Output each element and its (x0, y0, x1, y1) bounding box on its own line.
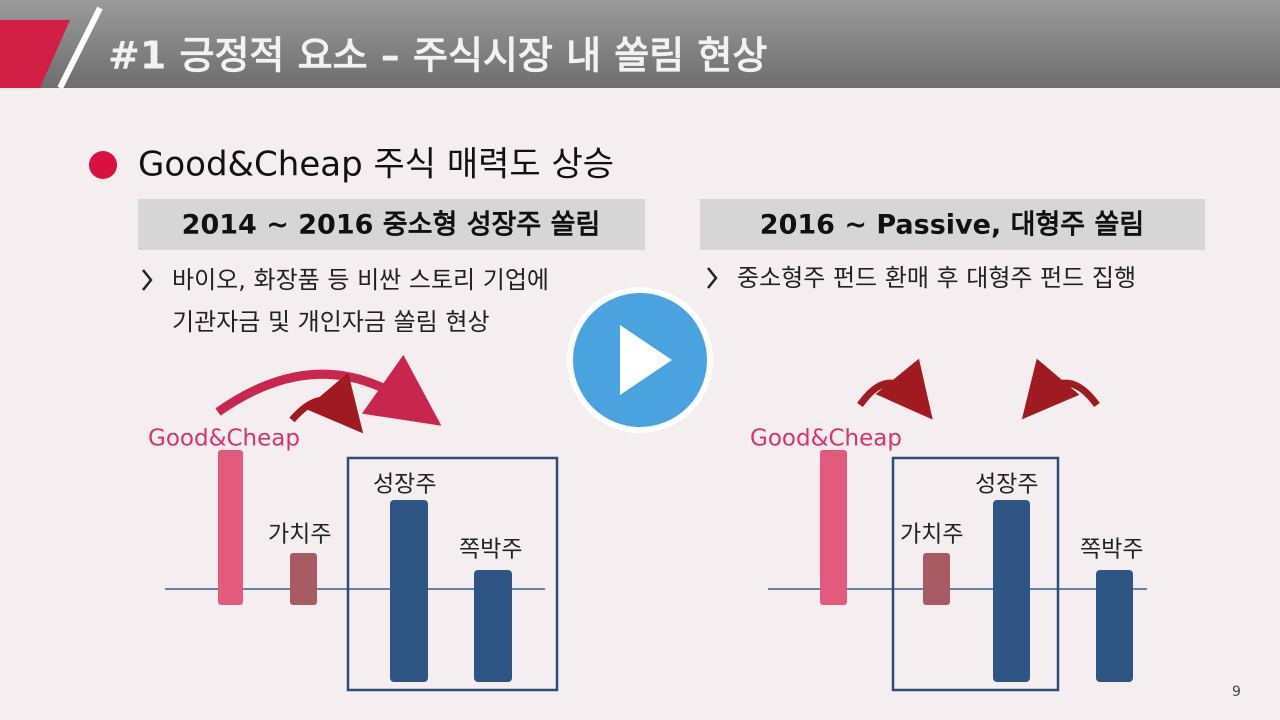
diagram-label: 가치주 (268, 522, 331, 548)
bar-shape (390, 500, 428, 682)
bullet-text: Good&Cheap 주식 매력도 상승 (138, 145, 614, 185)
bar-shape (993, 500, 1030, 682)
diagram-label: 쪽박주 (1080, 537, 1143, 563)
point-text: 기관자금 및 개인자금 쏠림 현상 (172, 308, 490, 336)
diagram-label: 성장주 (975, 472, 1038, 498)
bar-shape (218, 450, 243, 605)
point-text: 중소형주 펀드 환매 후 대형주 펀드 집행 (737, 264, 1136, 292)
header-title: #1 긍정적 요소 – 주식시장 내 쏠림 현상 (108, 34, 767, 78)
point-text: 바이오, 화장품 등 비싼 스토리 기업에 (172, 266, 549, 294)
diagram-label: 성장주 (373, 472, 436, 498)
group-box (891, 456, 1060, 692)
point-marker (142, 269, 153, 291)
page-number: 9 (1232, 684, 1241, 700)
diagram-label: 가치주 (900, 522, 963, 548)
bar-shape (820, 450, 847, 605)
diagram-label: Good&Cheap (148, 426, 300, 452)
bar-shape (474, 570, 512, 682)
bar-shape (923, 553, 950, 605)
column-heading: 2016 ~ Passive, 대형주 쏠림 (760, 210, 1144, 241)
bar-shape (290, 553, 317, 605)
group-box (346, 456, 559, 692)
arrow (857, 358, 933, 420)
logo-stroke (57, 6, 103, 90)
diagram-label: 쪽박주 (459, 537, 522, 563)
play-button[interactable] (567, 287, 713, 433)
header-bar (0, 0, 1280, 88)
column-heading-box (138, 199, 645, 250)
arrow (1021, 358, 1100, 420)
diagram-label: Good&Cheap (750, 426, 902, 452)
play-icon[interactable] (620, 325, 672, 395)
bullet-dot (89, 151, 117, 179)
arrow (289, 372, 364, 434)
logo (0, 20, 70, 88)
column-heading: 2014 ~ 2016 중소형 성장주 쏠림 (182, 210, 601, 241)
bar-shape (1096, 570, 1133, 682)
point-marker (707, 267, 718, 289)
column-heading-box (700, 199, 1205, 250)
